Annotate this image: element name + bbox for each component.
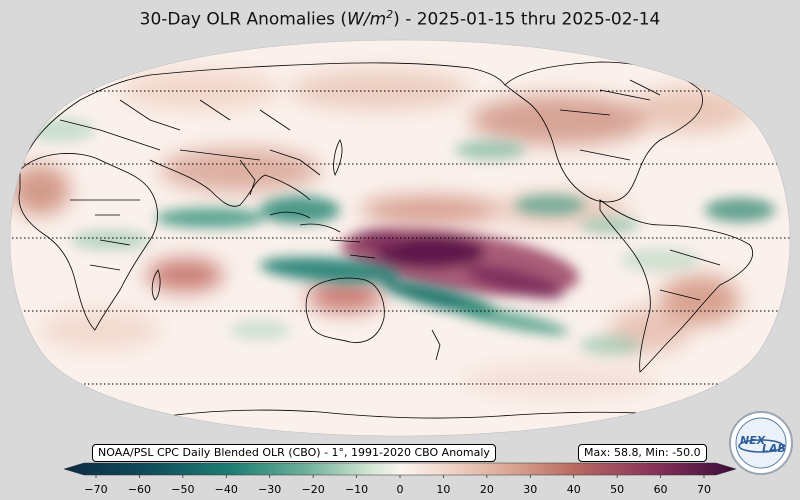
colorbar: −70 −60 −50 −40 −30 −20 −10 0 10 20 30 40 50 60 70 (63, 462, 737, 496)
colorbar-ticks: −70 −60 −50 −40 −30 −20 −10 0 10 20 30 40 50 60 70 (84, 475, 711, 496)
colorbar-bar (63, 462, 737, 476)
colorbar-tick-label: 30 (523, 483, 537, 496)
map-title: 30-Day OLR Anomalies (W/m2) - 2025-01-15… (0, 8, 800, 30)
colorbar-tick-label: −70 (84, 483, 107, 496)
title-prefix: 30-Day OLR Anomalies ( (139, 9, 348, 30)
anomaly-field (10, 61, 790, 421)
coastlines (18, 61, 753, 421)
title-unit-exponent: 2 (386, 8, 394, 21)
globe-border (9, 39, 791, 437)
colorbar-tick-label: 40 (567, 483, 581, 496)
title-unit-base: W/m (347, 9, 387, 30)
colorbar-tick-label: 70 (697, 483, 711, 496)
colorbar-tick-label: 50 (610, 483, 624, 496)
colorbar-tick-label: −20 (302, 483, 325, 496)
colorbar-tick-label: −50 (171, 483, 194, 496)
max-min-stats-label: Max: 58.8, Min: -50.0 (578, 444, 707, 462)
colorbar-tick-label: 0 (397, 483, 404, 496)
logo-text-nex: NEX (740, 434, 766, 447)
title-suffix: ) - 2025-01-15 thru 2025-02-14 (393, 9, 661, 30)
globe (9, 39, 791, 437)
colorbar-tick-label: 10 (436, 483, 450, 496)
colorbar-tick-label: −10 (345, 483, 368, 496)
colorbar-tick-label: −30 (258, 483, 281, 496)
colorbar-tick-label: 60 (654, 483, 668, 496)
logo-text-lab: LAB (762, 442, 786, 455)
colorbar-tick-label: −60 (128, 483, 151, 496)
latitude-gridlines (10, 90, 790, 385)
colorbar-tick-label: 20 (480, 483, 494, 496)
nexlab-logo: NEX LAB (729, 411, 793, 475)
colorbar-tick-label: −40 (215, 483, 238, 496)
data-source-label: NOAA/PSL CPC Daily Blended OLR (CBO) - 1… (92, 444, 496, 462)
